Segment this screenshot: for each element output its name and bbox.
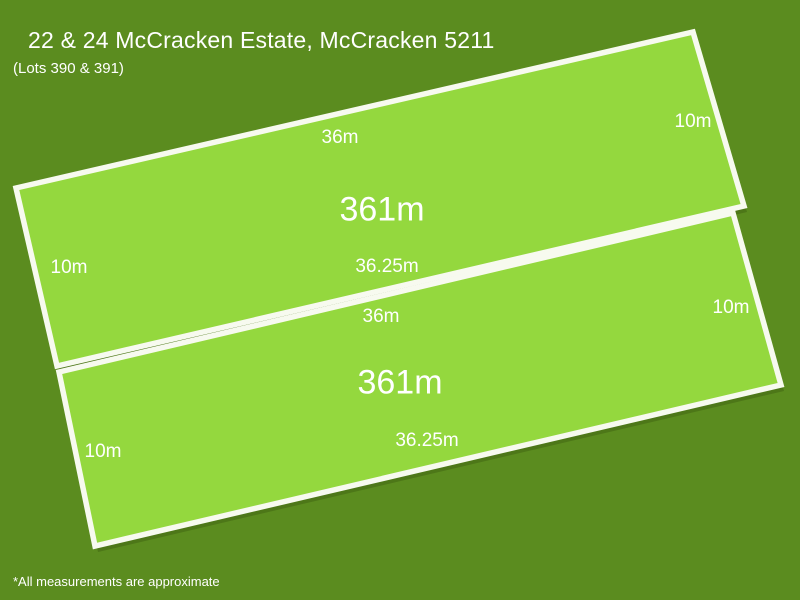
page-title: 22 & 24 McCracken Estate, McCracken 5211 [28, 27, 495, 53]
lot-2-left-width-label: 10m [84, 441, 122, 462]
lot-1-area-label: 361m [339, 190, 425, 229]
lot-1-shape [12, 28, 748, 370]
lot-1-right-width-label: 10m [674, 111, 712, 132]
lot-1-top-length-label: 36m [321, 127, 359, 148]
lot-2-area-label: 361m [357, 363, 443, 402]
lot-1-bottom-length-label: 36.25m [355, 256, 419, 277]
lot-1-left-width-label: 10m [50, 257, 88, 278]
page-subtitle: (Lots 390 & 391) [13, 60, 124, 77]
lot-2-top-length-label: 36m [362, 306, 400, 327]
lot-2-right-width-label: 10m [712, 297, 750, 318]
disclaimer-note: *All measurements are approximate [13, 574, 220, 589]
lot-2-bottom-length-label: 36.25m [395, 430, 459, 451]
lot-2-shape [55, 209, 785, 550]
